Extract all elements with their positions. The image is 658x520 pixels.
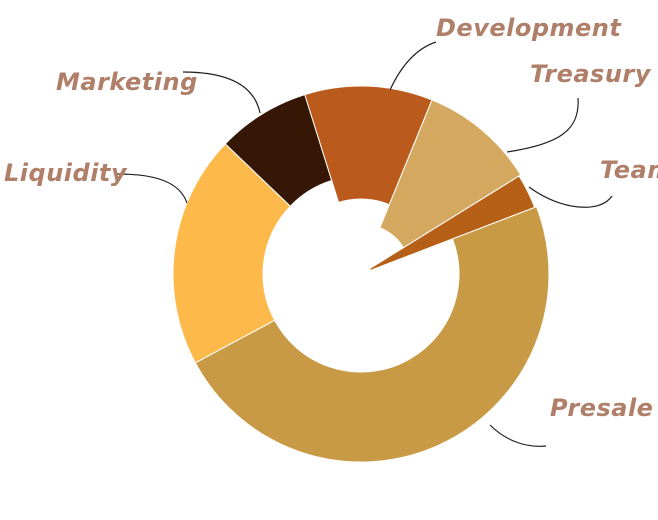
label-marketing: Marketing — [56, 68, 198, 96]
slice-treasury — [379, 99, 522, 249]
label-team: Team — [600, 156, 658, 184]
leader-line-development — [389, 41, 437, 91]
slice-team — [368, 175, 536, 272]
slice-liquidity — [172, 143, 291, 364]
label-treasury: Treasury — [530, 60, 652, 88]
slices-group — [172, 85, 550, 463]
leader-line-treasury — [506, 97, 579, 153]
leader-line-team — [528, 186, 613, 208]
leader-line-liquidity — [116, 173, 188, 204]
label-presale: Presale — [550, 394, 653, 422]
leader-line-presale — [489, 424, 547, 447]
leader-line-marketing — [182, 71, 261, 114]
slice-presale — [194, 205, 550, 463]
label-liquidity: Liquidity — [4, 159, 128, 187]
label-development: Development — [436, 14, 622, 42]
